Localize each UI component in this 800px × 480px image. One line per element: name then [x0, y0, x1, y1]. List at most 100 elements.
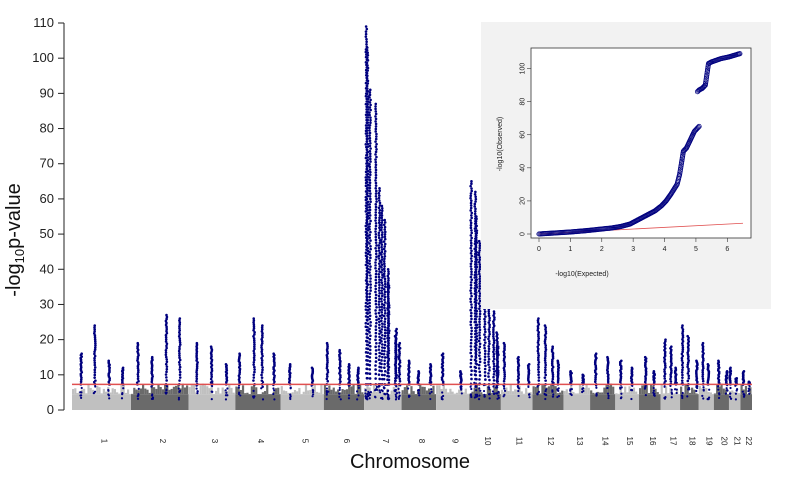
snp-point: [386, 360, 390, 363]
snp-point: [380, 325, 384, 328]
snp-point: [387, 349, 391, 352]
snp-point: [669, 371, 673, 375]
snp-point: [311, 395, 314, 398]
snp-point: [366, 351, 370, 354]
chromosome-band-peak: [175, 385, 178, 395]
snp-point: [473, 381, 476, 384]
chromosome-band-peak: [239, 389, 242, 395]
chromosome-band-peak: [116, 392, 119, 395]
snp-point: [487, 355, 490, 358]
chromosome-band-peak: [698, 386, 701, 395]
snp-point: [366, 246, 370, 250]
snp-point: [492, 355, 496, 358]
snp-point: [663, 381, 666, 384]
snp-point: [378, 213, 382, 217]
snp-point: [383, 245, 387, 248]
snp-point: [469, 365, 473, 369]
snp-point: [374, 377, 377, 380]
snp-point: [374, 325, 378, 328]
snp-point: [253, 345, 256, 349]
snp-point: [374, 189, 378, 193]
snp-point: [484, 378, 487, 381]
snp-point: [366, 264, 369, 268]
snp-point: [325, 377, 329, 381]
snp-point: [178, 337, 182, 340]
snp-point: [475, 278, 478, 281]
snp-point: [606, 355, 609, 359]
chromosome-band-peak: [208, 388, 211, 395]
snp-point: [364, 143, 368, 146]
qq-x-tick-label: 1: [568, 246, 572, 253]
snp-point: [470, 259, 473, 263]
snp-point: [544, 344, 548, 347]
snp-point: [237, 392, 241, 396]
snp-point: [253, 354, 256, 357]
snp-point: [369, 142, 372, 145]
snp-point: [484, 335, 487, 339]
snp-point: [374, 105, 377, 108]
snp-point: [365, 277, 369, 280]
snp-point: [369, 256, 372, 260]
snp-point: [289, 395, 292, 398]
snp-point: [492, 375, 495, 379]
snp-point: [366, 121, 370, 124]
snp-point: [260, 371, 264, 374]
snp-point: [544, 361, 547, 365]
snp-point: [178, 341, 182, 344]
snp-point: [366, 51, 369, 54]
snp-point: [366, 355, 370, 358]
snp-point: [474, 246, 478, 249]
snp-point: [487, 375, 490, 378]
snp-point: [669, 375, 673, 379]
snp-point: [487, 328, 491, 331]
snp-point: [365, 148, 369, 151]
snp-point: [492, 367, 496, 371]
snp-point: [383, 362, 386, 366]
snp-point: [482, 389, 486, 393]
snp-point: [487, 340, 491, 343]
chromosome-band: [235, 394, 281, 410]
snp-point: [387, 346, 390, 350]
snp-point: [261, 334, 264, 337]
snp-point: [253, 341, 256, 344]
snp-point: [368, 113, 371, 117]
chromosome-band-peak: [563, 391, 566, 395]
snp-point: [674, 366, 677, 370]
snp-point: [195, 387, 198, 390]
snp-point: [369, 286, 372, 289]
snp-point: [386, 389, 390, 392]
snp-point: [377, 275, 381, 279]
snp-point: [537, 330, 541, 334]
snp-point: [686, 357, 690, 360]
snp-point: [582, 387, 585, 390]
snp-point: [383, 277, 387, 281]
snp-point: [475, 315, 478, 318]
chromosome-band-peak: [547, 386, 551, 395]
chromosome-band-peak: [266, 383, 269, 395]
chromosome-band: [680, 394, 699, 410]
snp-point: [398, 370, 401, 374]
snp-point: [469, 246, 473, 250]
snp-point: [178, 339, 182, 342]
snp-point: [701, 372, 705, 376]
snp-point: [380, 286, 384, 290]
chromosome-band-peak: [170, 388, 173, 395]
chromosome-band-peak: [460, 388, 463, 395]
snp-point: [210, 369, 214, 373]
snp-point: [377, 281, 381, 284]
snp-point: [374, 150, 378, 154]
snp-point: [492, 324, 496, 328]
chromosome-band-peak: [543, 383, 546, 395]
snp-point: [681, 373, 684, 377]
snp-point: [536, 328, 540, 332]
chromosome-band-peak: [545, 387, 548, 395]
snp-point: [717, 359, 720, 363]
snp-point: [469, 373, 473, 376]
snp-point: [239, 394, 242, 397]
snp-point: [374, 252, 378, 256]
snp-point: [375, 135, 378, 138]
chromosome-band-peak: [601, 392, 604, 395]
snp-point: [375, 318, 378, 322]
snp-point: [469, 281, 473, 284]
snp-point: [366, 53, 370, 57]
